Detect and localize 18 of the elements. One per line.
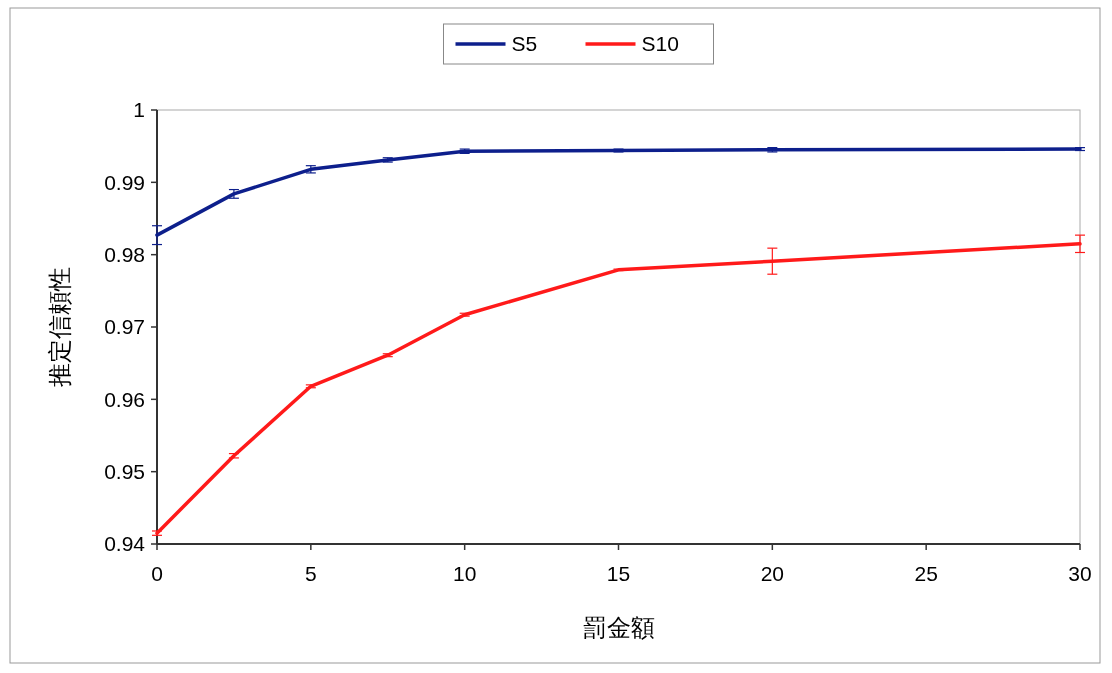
y-axis-title: 推定信頼性 — [46, 267, 74, 387]
y-tick-label: 0.96 — [104, 387, 145, 411]
y-tick-label: 0.99 — [104, 170, 145, 194]
x-tick-label: 5 — [304, 562, 317, 586]
y-tick-label: 0.94 — [104, 532, 146, 556]
y-tick-label: 0.95 — [104, 460, 145, 484]
x-tick-label: 30 — [1068, 562, 1092, 586]
y-tick-label: 0.98 — [104, 243, 145, 267]
x-axis-title: 罰金額 — [582, 614, 655, 641]
x-tick-label: 20 — [760, 562, 785, 586]
x-tick-label: 0 — [151, 562, 163, 586]
legend-label: S5 — [511, 32, 538, 56]
y-tick-label: 0.97 — [104, 315, 145, 339]
x-tick-label: 15 — [606, 562, 631, 586]
y-tick-label: 1 — [133, 98, 145, 122]
x-tick-label: 25 — [914, 562, 938, 586]
legend-label: S10 — [641, 32, 679, 56]
x-tick-label: 10 — [452, 562, 477, 586]
